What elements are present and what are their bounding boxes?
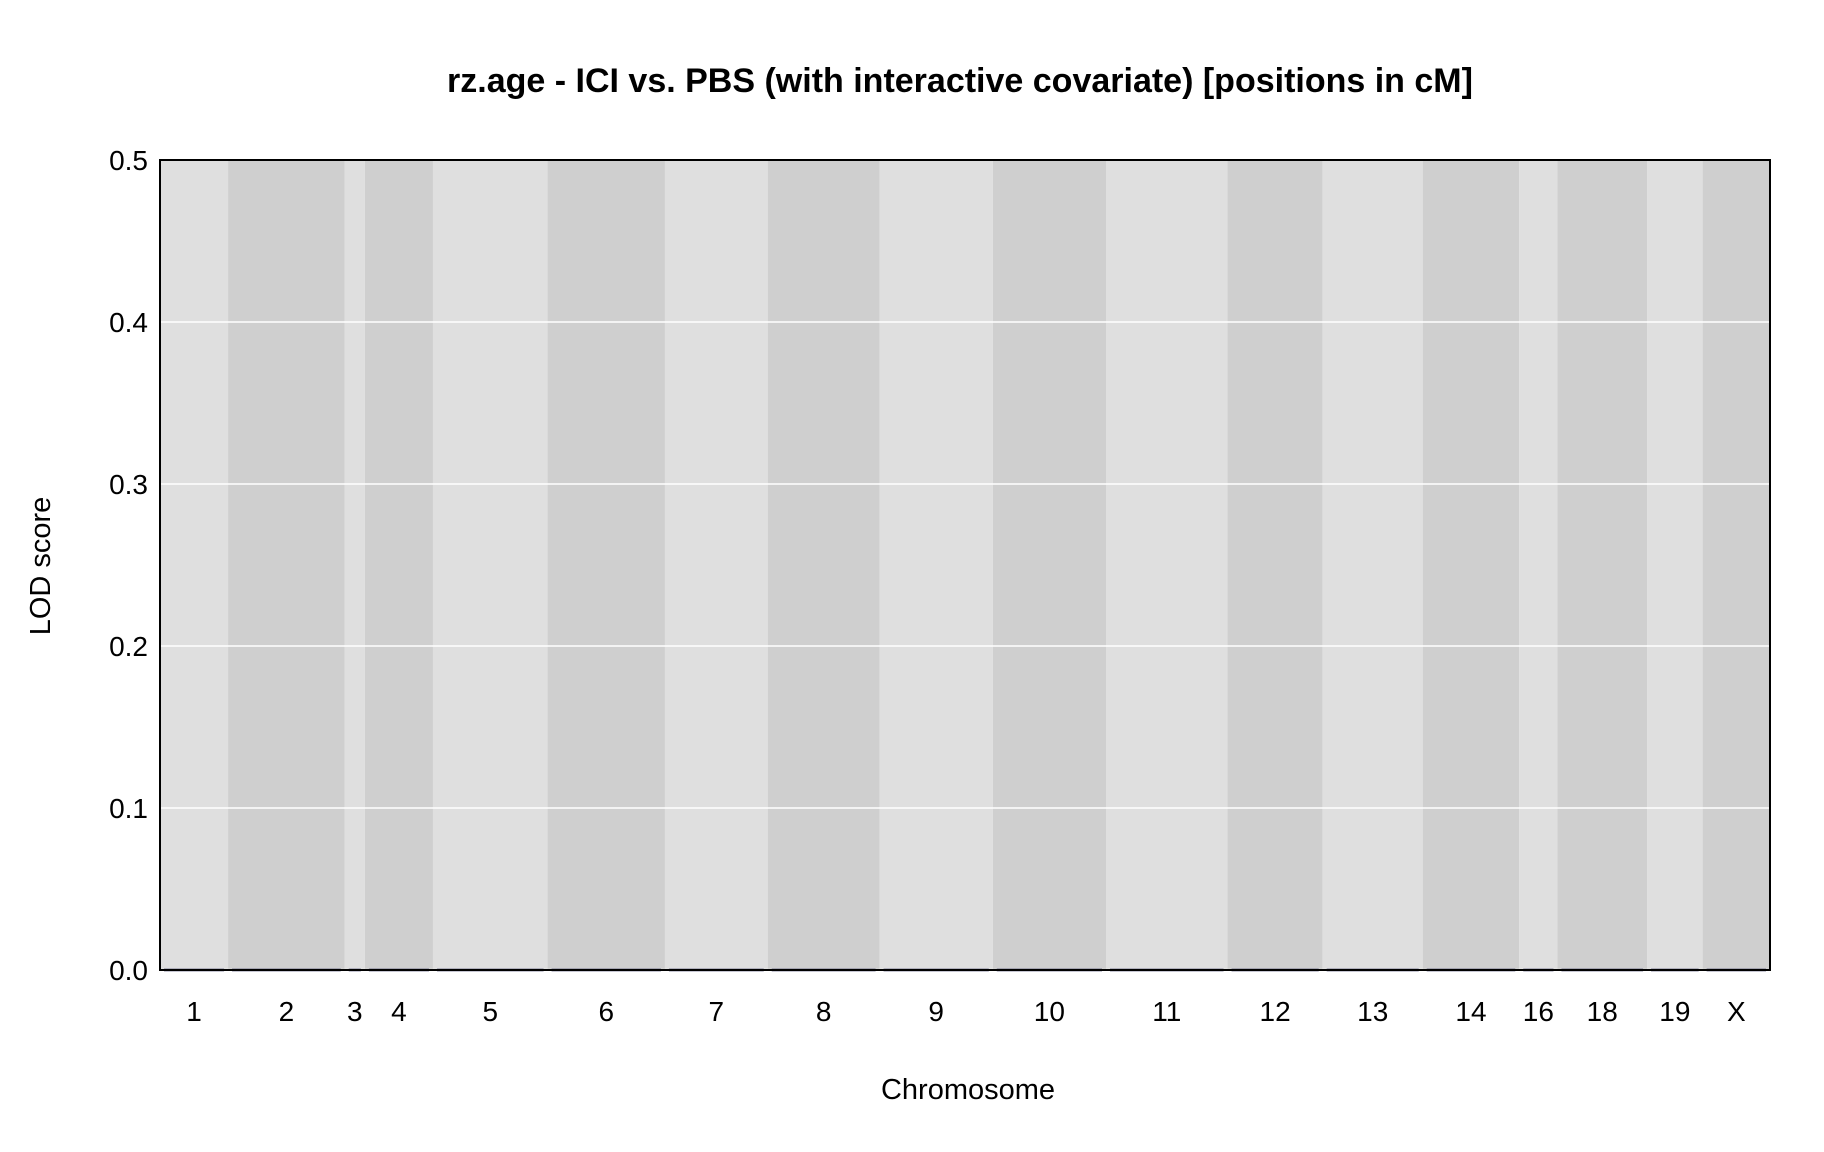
x-tick-label-6: 6 bbox=[598, 996, 614, 1027]
chromosome-band-x bbox=[1702, 160, 1770, 970]
chromosome-band-5 bbox=[432, 160, 548, 970]
x-tick-label-13: 13 bbox=[1357, 996, 1388, 1027]
y-tick-label-5: 0.5 bbox=[109, 145, 148, 176]
y-tick-label-0: 0.0 bbox=[109, 955, 148, 986]
chromosome-band-6 bbox=[547, 160, 665, 970]
chromosome-bands bbox=[160, 160, 1770, 970]
y-tick-label-2: 0.2 bbox=[109, 631, 148, 662]
x-tick-label-4: 4 bbox=[391, 996, 407, 1027]
chromosome-band-8 bbox=[767, 160, 880, 970]
x-tick-label-10: 10 bbox=[1034, 996, 1065, 1027]
chromosome-band-9 bbox=[879, 160, 993, 970]
y-tick-label-3: 0.3 bbox=[109, 469, 148, 500]
y-tick-label-4: 0.4 bbox=[109, 307, 148, 338]
plot-frame bbox=[159, 159, 1771, 971]
x-tick-label-12: 12 bbox=[1260, 996, 1291, 1027]
x-tick-label-16: 16 bbox=[1523, 996, 1554, 1027]
y-tick-label-1: 0.1 bbox=[109, 793, 148, 824]
y-axis-label: LOD score bbox=[25, 497, 57, 636]
y-axis-ticks: 0.0 0.1 0.2 0.3 0.4 0.5 bbox=[109, 145, 148, 986]
x-tick-label-x: X bbox=[1727, 996, 1746, 1027]
x-tick-label-19: 19 bbox=[1659, 996, 1690, 1027]
chromosome-band-13 bbox=[1322, 160, 1423, 970]
chart-title: rz.age - ICI vs. PBS (with interactive c… bbox=[447, 62, 1473, 100]
chromosome-band-4 bbox=[364, 160, 433, 970]
x-tick-label-11: 11 bbox=[1152, 996, 1181, 1027]
x-tick-label-5: 5 bbox=[482, 996, 498, 1027]
x-tick-label-14: 14 bbox=[1455, 996, 1486, 1027]
chromosome-band-12 bbox=[1227, 160, 1323, 970]
chromosome-band-3 bbox=[344, 160, 365, 970]
x-tick-label-2: 2 bbox=[279, 996, 295, 1027]
x-tick-label-7: 7 bbox=[709, 996, 725, 1027]
gridlines bbox=[160, 321, 1770, 809]
chromosome-band-14 bbox=[1422, 160, 1520, 970]
x-tick-label-9: 9 bbox=[928, 996, 944, 1027]
chromosome-band-7 bbox=[664, 160, 768, 970]
x-axis-ticks: 1 2 3 4 5 6 7 8 9 10 11 12 13 14 16 18 19 X bbox=[186, 996, 1746, 1027]
chromosome-band-18 bbox=[1557, 160, 1648, 970]
chromosome-band-2 bbox=[228, 160, 345, 970]
chromosome-band-1 bbox=[160, 160, 229, 970]
x-tick-label-8: 8 bbox=[816, 996, 832, 1027]
x-axis-label: Chromosome bbox=[881, 1074, 1055, 1106]
chromosome-band-19 bbox=[1647, 160, 1703, 970]
x-tick-label-3: 3 bbox=[347, 996, 363, 1027]
chromosome-band-16 bbox=[1519, 160, 1558, 970]
chromosome-band-10 bbox=[992, 160, 1106, 970]
x-tick-label-18: 18 bbox=[1587, 996, 1618, 1027]
x-tick-label-1: 1 bbox=[186, 996, 202, 1027]
chromosome-band-11 bbox=[1105, 160, 1228, 970]
